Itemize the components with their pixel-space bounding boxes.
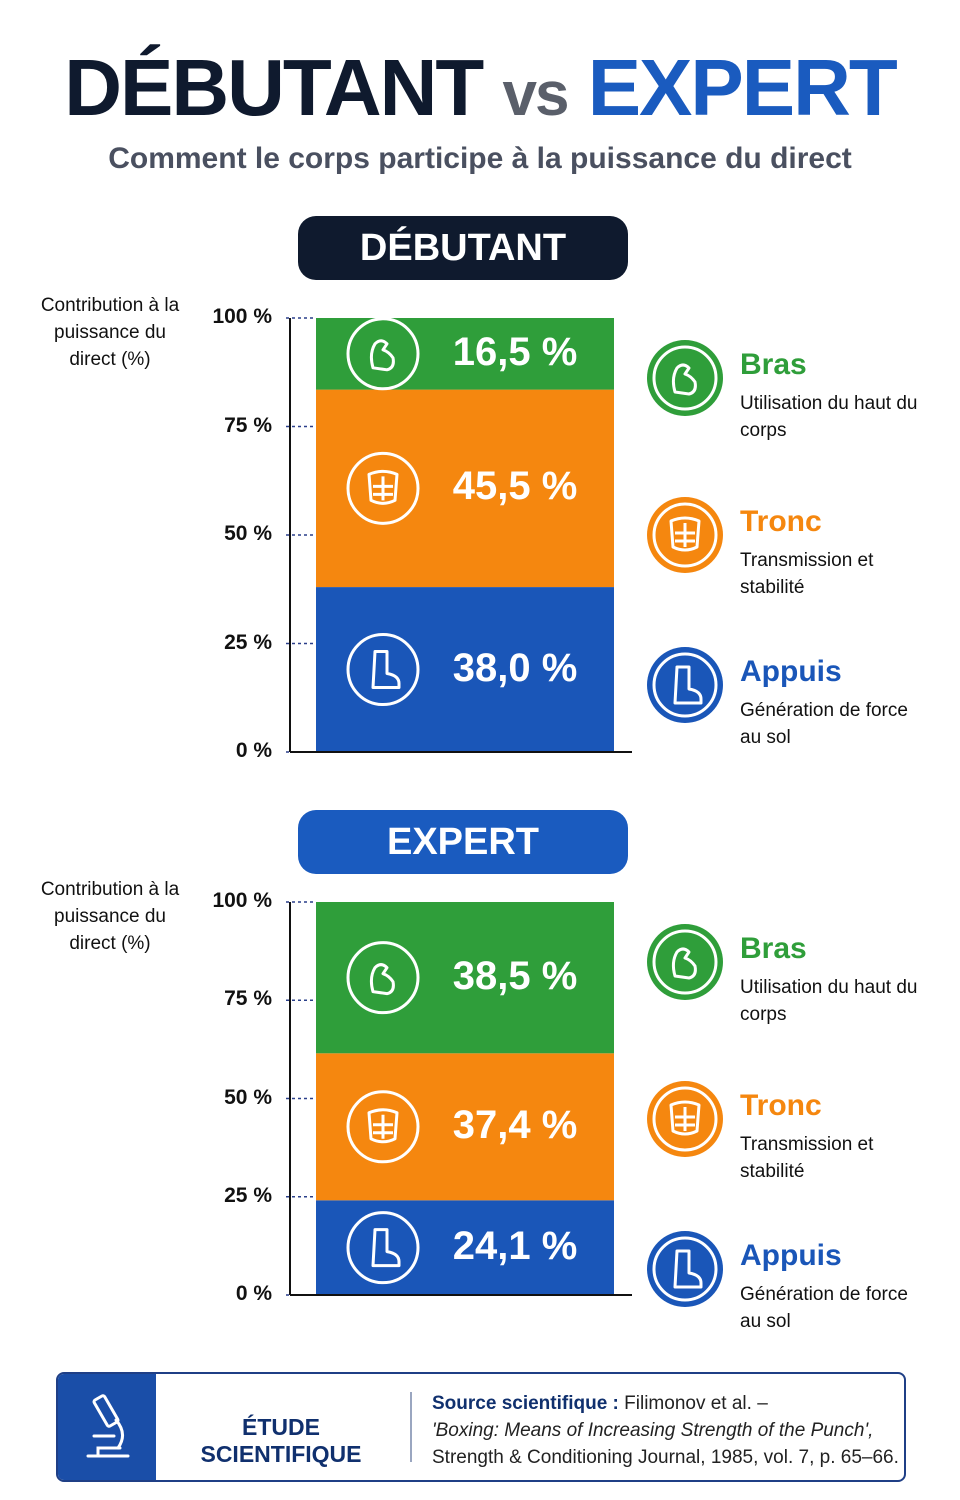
icon bbox=[647, 497, 723, 573]
icon bbox=[647, 340, 723, 416]
icon bbox=[647, 647, 723, 723]
y-tick-label: 0 % bbox=[235, 1282, 272, 1305]
chart-title: DÉBUTANT bbox=[298, 216, 628, 280]
icon bbox=[346, 1090, 420, 1164]
icon-ring bbox=[652, 929, 718, 995]
legend-description: Transmission et stabilité bbox=[740, 550, 874, 598]
title-vs: vs bbox=[502, 60, 569, 129]
y-tick-label: 50 % bbox=[224, 522, 272, 545]
bar-segment bbox=[316, 587, 614, 752]
icon-glyph bbox=[669, 516, 701, 552]
y-tick-label: 50 % bbox=[224, 1085, 272, 1109]
value-label: 38,5 % bbox=[452, 953, 578, 998]
icon-glyph bbox=[673, 1249, 703, 1289]
legend-name: Bras bbox=[740, 348, 807, 381]
icon bbox=[346, 317, 420, 391]
legend-name: Bras bbox=[740, 932, 807, 965]
footer-badge: ÉTUDE SCIENTIFIQUE bbox=[200, 1414, 362, 1467]
icon-ring bbox=[346, 451, 420, 525]
chart-title: EXPERT bbox=[298, 810, 628, 874]
bar-segment bbox=[316, 318, 614, 390]
icon-glyph bbox=[369, 963, 395, 996]
value-label: 38,0 % bbox=[452, 645, 578, 690]
title: DÉBUTANT vs EXPERT bbox=[0, 40, 960, 143]
icon-ring bbox=[346, 1090, 420, 1164]
icon-glyph bbox=[671, 947, 697, 980]
icon-glyph bbox=[367, 469, 399, 505]
icon-disc bbox=[647, 1231, 723, 1307]
icon-ring bbox=[346, 1211, 420, 1285]
icon-glyph bbox=[669, 1100, 701, 1136]
legend-description: Génération de force au sol bbox=[740, 700, 908, 748]
legend-name: Appuis bbox=[740, 1239, 842, 1272]
y-tick-label: 100 % bbox=[212, 305, 272, 328]
microscope-icon bbox=[86, 1394, 130, 1458]
y-axis-label: Contribution à la puissance du direct (%… bbox=[40, 879, 180, 954]
y-tick-label: 0 % bbox=[235, 739, 272, 762]
icon bbox=[647, 924, 723, 1000]
legend-description: Utilisation du haut du corps bbox=[740, 393, 918, 441]
icon-glyph bbox=[367, 1108, 399, 1144]
title-right: EXPERT bbox=[587, 43, 898, 132]
y-tick-label: 100 % bbox=[212, 889, 272, 912]
value-label: 16,5 % bbox=[452, 329, 578, 374]
icon bbox=[346, 1211, 420, 1285]
title-left: DÉBUTANT bbox=[64, 43, 484, 132]
icon bbox=[647, 1231, 723, 1307]
icon-ring bbox=[346, 317, 420, 391]
icon-glyph bbox=[369, 339, 395, 372]
legend-description: Utilisation du haut du corps bbox=[740, 977, 918, 1025]
icon-glyph bbox=[673, 665, 703, 705]
value-label: 37,4 % bbox=[452, 1102, 578, 1147]
bar-segment bbox=[316, 389, 614, 588]
icon-ring bbox=[652, 345, 718, 411]
icon bbox=[346, 941, 420, 1015]
legend-name: Tronc bbox=[740, 505, 822, 538]
icon-disc bbox=[647, 647, 723, 723]
legend-name: Appuis bbox=[740, 655, 842, 688]
y-tick-label: 25 % bbox=[224, 1183, 272, 1207]
legend-description: Transmission et stabilité bbox=[740, 1134, 874, 1182]
icon-disc bbox=[647, 340, 723, 416]
icon-glyph bbox=[371, 1228, 401, 1268]
subtitle: Comment le corps participe à la puissanc… bbox=[108, 142, 852, 175]
footer: ÉTUDE SCIENTIFIQUE Source scientifique :… bbox=[56, 1372, 906, 1482]
icon-glyph bbox=[371, 650, 401, 690]
icon bbox=[647, 1081, 723, 1157]
icon-ring bbox=[652, 652, 718, 718]
source-title: 'Boxing: Means of Increasing Strength of… bbox=[432, 1420, 874, 1441]
legend-name: Tronc bbox=[740, 1089, 822, 1122]
source-authors: Filimonov et al. – bbox=[624, 1393, 768, 1414]
footer-source: Source scientifique : Filimonov et al. –… bbox=[432, 1390, 899, 1471]
icon-ring bbox=[652, 502, 718, 568]
icon bbox=[346, 633, 420, 707]
icon bbox=[346, 451, 420, 525]
icon-ring bbox=[652, 1086, 718, 1152]
legend-description: Génération de force au sol bbox=[740, 1284, 908, 1332]
icon-ring bbox=[346, 633, 420, 707]
icon-glyph bbox=[671, 363, 697, 396]
y-tick-label: 75 % bbox=[224, 413, 272, 437]
value-label: 24,1 % bbox=[452, 1223, 578, 1268]
source-label: Source scientifique : bbox=[432, 1393, 619, 1414]
y-axis-label: Contribution à la puissance du direct (%… bbox=[40, 295, 180, 370]
source-journal: Strength & Conditioning Journal, 1985, v… bbox=[432, 1447, 899, 1468]
y-tick-label: 75 % bbox=[224, 987, 272, 1011]
footer-icon-block bbox=[58, 1374, 156, 1480]
icon-ring bbox=[346, 941, 420, 1015]
footer-divider bbox=[410, 1392, 412, 1462]
value-label: 45,5 % bbox=[452, 464, 578, 509]
bar-segment bbox=[316, 902, 614, 1054]
icon-disc bbox=[647, 924, 723, 1000]
icon-ring bbox=[652, 1236, 718, 1302]
bar-segment bbox=[316, 1053, 614, 1201]
y-tick-label: 25 % bbox=[224, 630, 272, 654]
